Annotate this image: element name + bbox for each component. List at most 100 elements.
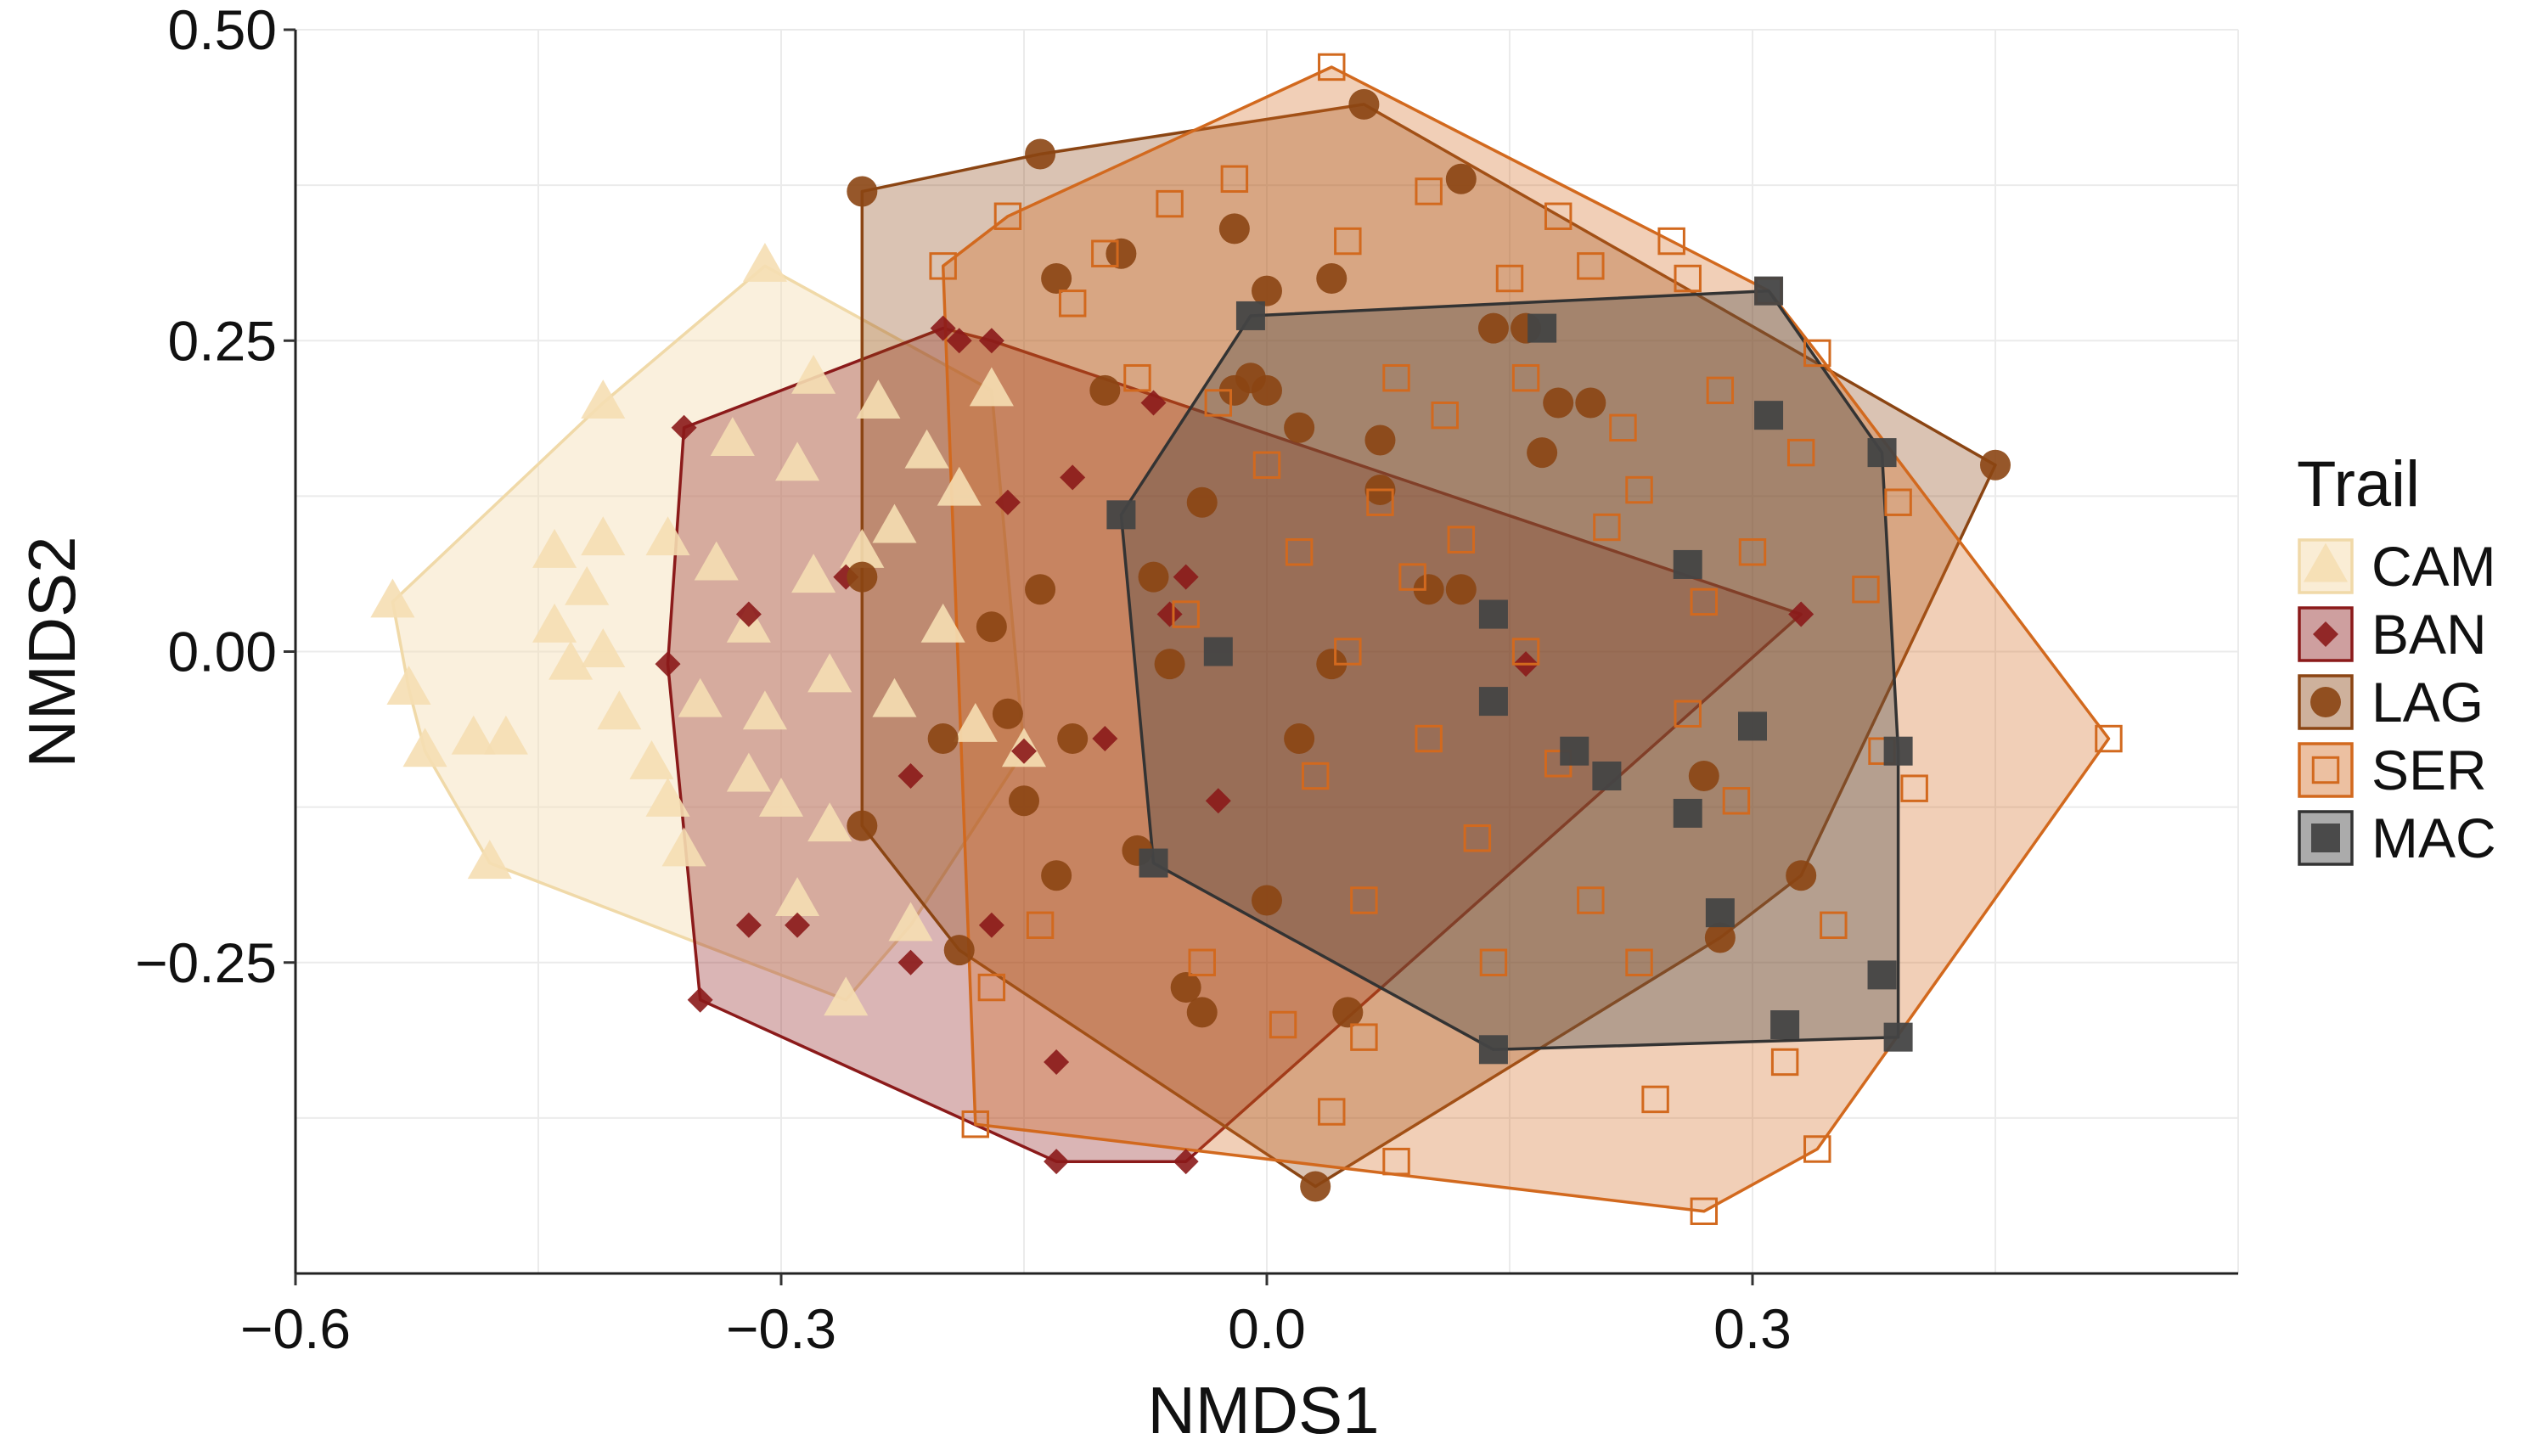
point-lag [1316,263,1347,294]
point-lag [1252,275,1282,306]
point-cam [467,840,512,880]
point-mac [1478,687,1508,717]
point-cam [775,441,820,481]
point-ser [1803,339,1831,368]
point-ser [1820,911,1848,940]
point-cam [888,902,933,942]
point-lag [1332,997,1364,1028]
point-ser [1334,638,1362,666]
point-lag [1041,263,1072,294]
point-ban [687,987,713,1013]
point-cam [807,802,852,842]
point-ban [1092,726,1118,752]
point-ser [1318,1098,1346,1126]
point-ban [735,601,762,627]
point-ban [1044,1048,1070,1075]
point-lag [1025,138,1056,170]
point-cam [840,528,885,568]
point-ser [1511,638,1540,666]
point-lag [847,561,878,593]
point-lag [1980,449,2011,481]
point-ser [1366,488,1394,516]
point-ser [1786,438,1815,467]
point-lag [1009,785,1039,817]
series-ban [655,315,1814,1175]
point-cam [549,640,594,680]
y-axis-ticks: −0.25 0.00 0.25 0.50 [135,0,295,994]
point-ser [1577,252,1605,280]
point-ser [1690,1197,1719,1225]
point-cam [758,777,804,817]
point-ser [993,202,1022,230]
point-ser [1091,239,1119,267]
point-lag [1704,922,1736,953]
legend-label-lag: LAG [2371,671,2484,734]
legend-label-ban: BAN [2371,603,2487,666]
point-ser [1625,948,1653,976]
point-ser [1852,576,1880,604]
point-ser [1382,1147,1410,1176]
point-mac [1139,848,1168,878]
point-lag [1477,312,1509,344]
point-lag [1186,486,1218,518]
point-ser [1350,886,1378,914]
point-ser [1156,189,1184,218]
point-ser [1058,290,1087,318]
point-mac [1754,276,1784,306]
point-cam [872,503,917,543]
point-mac [1527,313,1557,343]
x-tick-label: 0.3 [1713,1297,1792,1360]
point-ban [994,489,1021,515]
point-cam [791,354,836,394]
point-ser [1674,700,1702,728]
point-ser [1722,787,1751,815]
series-lag [847,88,2011,1202]
point-mac [1203,637,1233,666]
point-cam [370,578,415,618]
point-lag [1348,88,1380,120]
point-ban [978,912,1004,938]
x-tick-label: −0.3 [726,1297,836,1360]
point-cam [872,677,917,717]
legend-label-ser: SER [2371,739,2487,801]
y-tick-label: 0.50 [168,0,277,61]
point-ser [929,252,957,280]
point-cam [645,516,690,556]
legend-label-mac: MAC [2371,807,2496,869]
point-lag [1025,574,1056,605]
point-ser [1318,53,1346,82]
point-lag [1543,387,1574,419]
point-lag [1445,574,1477,605]
point-ser [1172,600,1200,628]
point-cam [451,715,496,755]
point-lag [1445,163,1477,194]
point-ser [1657,227,1685,256]
point-ban [1205,788,1231,814]
point-cam [904,429,949,469]
point-ban [1788,601,1814,627]
point-cam [597,690,642,730]
point-ser [1026,911,1055,940]
point-mac [1673,798,1702,828]
legend-title: Trail [2297,448,2420,520]
point-ser [1204,389,1233,417]
point-cam [532,603,577,643]
point-ser [1900,774,1928,802]
series-ser [929,53,2123,1225]
y-axis-title: NMDS2 [14,536,89,767]
legend-label-cam: CAM [2371,535,2496,598]
point-ser [1463,824,1492,852]
point-cam [824,976,869,1016]
point-ser [1252,451,1281,479]
point-cam [937,466,982,506]
point-cam [856,379,901,419]
point-ser [1593,513,1621,542]
series-cam [370,243,1047,1016]
point-lag [992,698,1023,729]
point-ser [1738,538,1767,566]
point-lag [1786,860,1817,891]
point-ser [1770,1048,1799,1077]
point-cam [742,690,787,730]
point-ban [671,414,697,441]
